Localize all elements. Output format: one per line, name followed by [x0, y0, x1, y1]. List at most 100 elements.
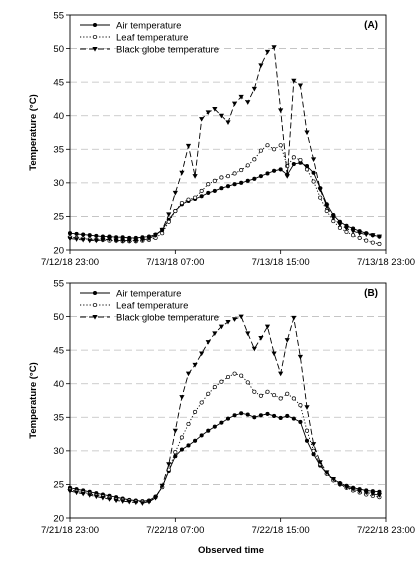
plot-frame [69, 282, 387, 519]
data-point [245, 380, 250, 385]
data-point [271, 45, 277, 50]
panel-label: (B) [364, 288, 378, 299]
data-point [186, 443, 191, 448]
data-point [139, 501, 146, 506]
data-point [146, 499, 152, 505]
data-point [179, 170, 185, 176]
data-point [278, 167, 283, 172]
legend-marker [92, 22, 98, 28]
data-point [258, 148, 263, 153]
data-point [245, 178, 250, 183]
data-point [324, 209, 329, 214]
data-point [245, 100, 251, 105]
data-point [284, 174, 290, 179]
data-point [80, 491, 86, 497]
data-point [304, 438, 310, 443]
data-point [73, 490, 80, 496]
data-point [272, 413, 277, 418]
data-point [350, 229, 356, 234]
data-point [179, 200, 184, 206]
data-point [199, 433, 204, 438]
data-point [212, 188, 217, 193]
data-point [265, 171, 270, 176]
data-point [251, 346, 257, 352]
data-point [291, 155, 296, 160]
data-point [67, 231, 73, 236]
data-point [370, 240, 375, 245]
y-tick-label: 35 [53, 145, 64, 156]
legend-label: Air temperature [116, 288, 181, 299]
data-point [106, 237, 113, 242]
data-point [330, 215, 336, 221]
data-point [265, 143, 270, 148]
y-tick-label: 30 [53, 446, 64, 457]
series-points-1 [67, 160, 382, 240]
data-point [206, 182, 211, 187]
data-point [225, 184, 231, 189]
x-tick-label: 7/13/18 07:00 [146, 257, 204, 268]
x-tick-label: 7/22/18 23:00 [357, 525, 415, 536]
data-point [113, 238, 119, 244]
legend-marker [92, 290, 98, 296]
data-point [173, 450, 178, 455]
data-point [193, 195, 198, 200]
data-point [93, 238, 99, 244]
data-point [291, 396, 296, 401]
x-tick-label: 7/21/18 23:00 [41, 525, 99, 536]
data-point [311, 170, 316, 175]
data-point [205, 340, 211, 345]
data-point [251, 86, 257, 92]
data-point [297, 354, 304, 360]
data-point [304, 405, 310, 410]
y-axis-title: Temperature (°C) [28, 94, 39, 170]
series-points-3 [67, 314, 383, 506]
data-point [252, 389, 257, 394]
data-point [152, 495, 159, 501]
data-point [219, 186, 224, 191]
data-point [297, 83, 304, 89]
data-point [291, 416, 296, 421]
data-point [238, 94, 244, 100]
data-point [377, 489, 382, 494]
data-point [284, 338, 290, 343]
data-point [265, 389, 270, 394]
data-point [245, 331, 251, 336]
x-tick-label: 7/22/18 07:00 [146, 525, 204, 536]
data-point [350, 487, 356, 492]
y-tick-label: 55 [53, 10, 64, 21]
data-point [199, 400, 204, 405]
data-point [330, 477, 336, 482]
data-point [225, 174, 231, 179]
data-point [159, 483, 165, 489]
data-point [185, 143, 192, 149]
data-point [225, 374, 231, 380]
data-point [357, 489, 363, 494]
data-point [278, 396, 283, 401]
data-point [225, 319, 231, 325]
x-tick-label: 7/12/18 23:00 [41, 257, 99, 268]
data-point [87, 493, 93, 498]
data-point [218, 113, 225, 119]
y-tick-label: 45 [53, 345, 64, 356]
data-point [298, 157, 303, 163]
y-tick-label: 35 [53, 413, 64, 424]
data-point [304, 164, 310, 169]
data-point [363, 490, 369, 496]
data-point [199, 117, 205, 122]
y-tick-label: 40 [53, 111, 64, 122]
data-point [87, 233, 92, 238]
data-point [173, 209, 178, 214]
y-tick-label: 20 [53, 513, 64, 524]
data-point [364, 238, 369, 243]
data-point [74, 231, 79, 236]
data-point [278, 415, 283, 421]
series-points-2 [67, 143, 382, 247]
data-point [272, 147, 277, 152]
data-point [317, 460, 323, 465]
data-point [206, 391, 211, 396]
data-point [126, 238, 132, 244]
data-point [239, 411, 244, 416]
legend-marker [92, 302, 98, 308]
data-point [264, 49, 271, 55]
